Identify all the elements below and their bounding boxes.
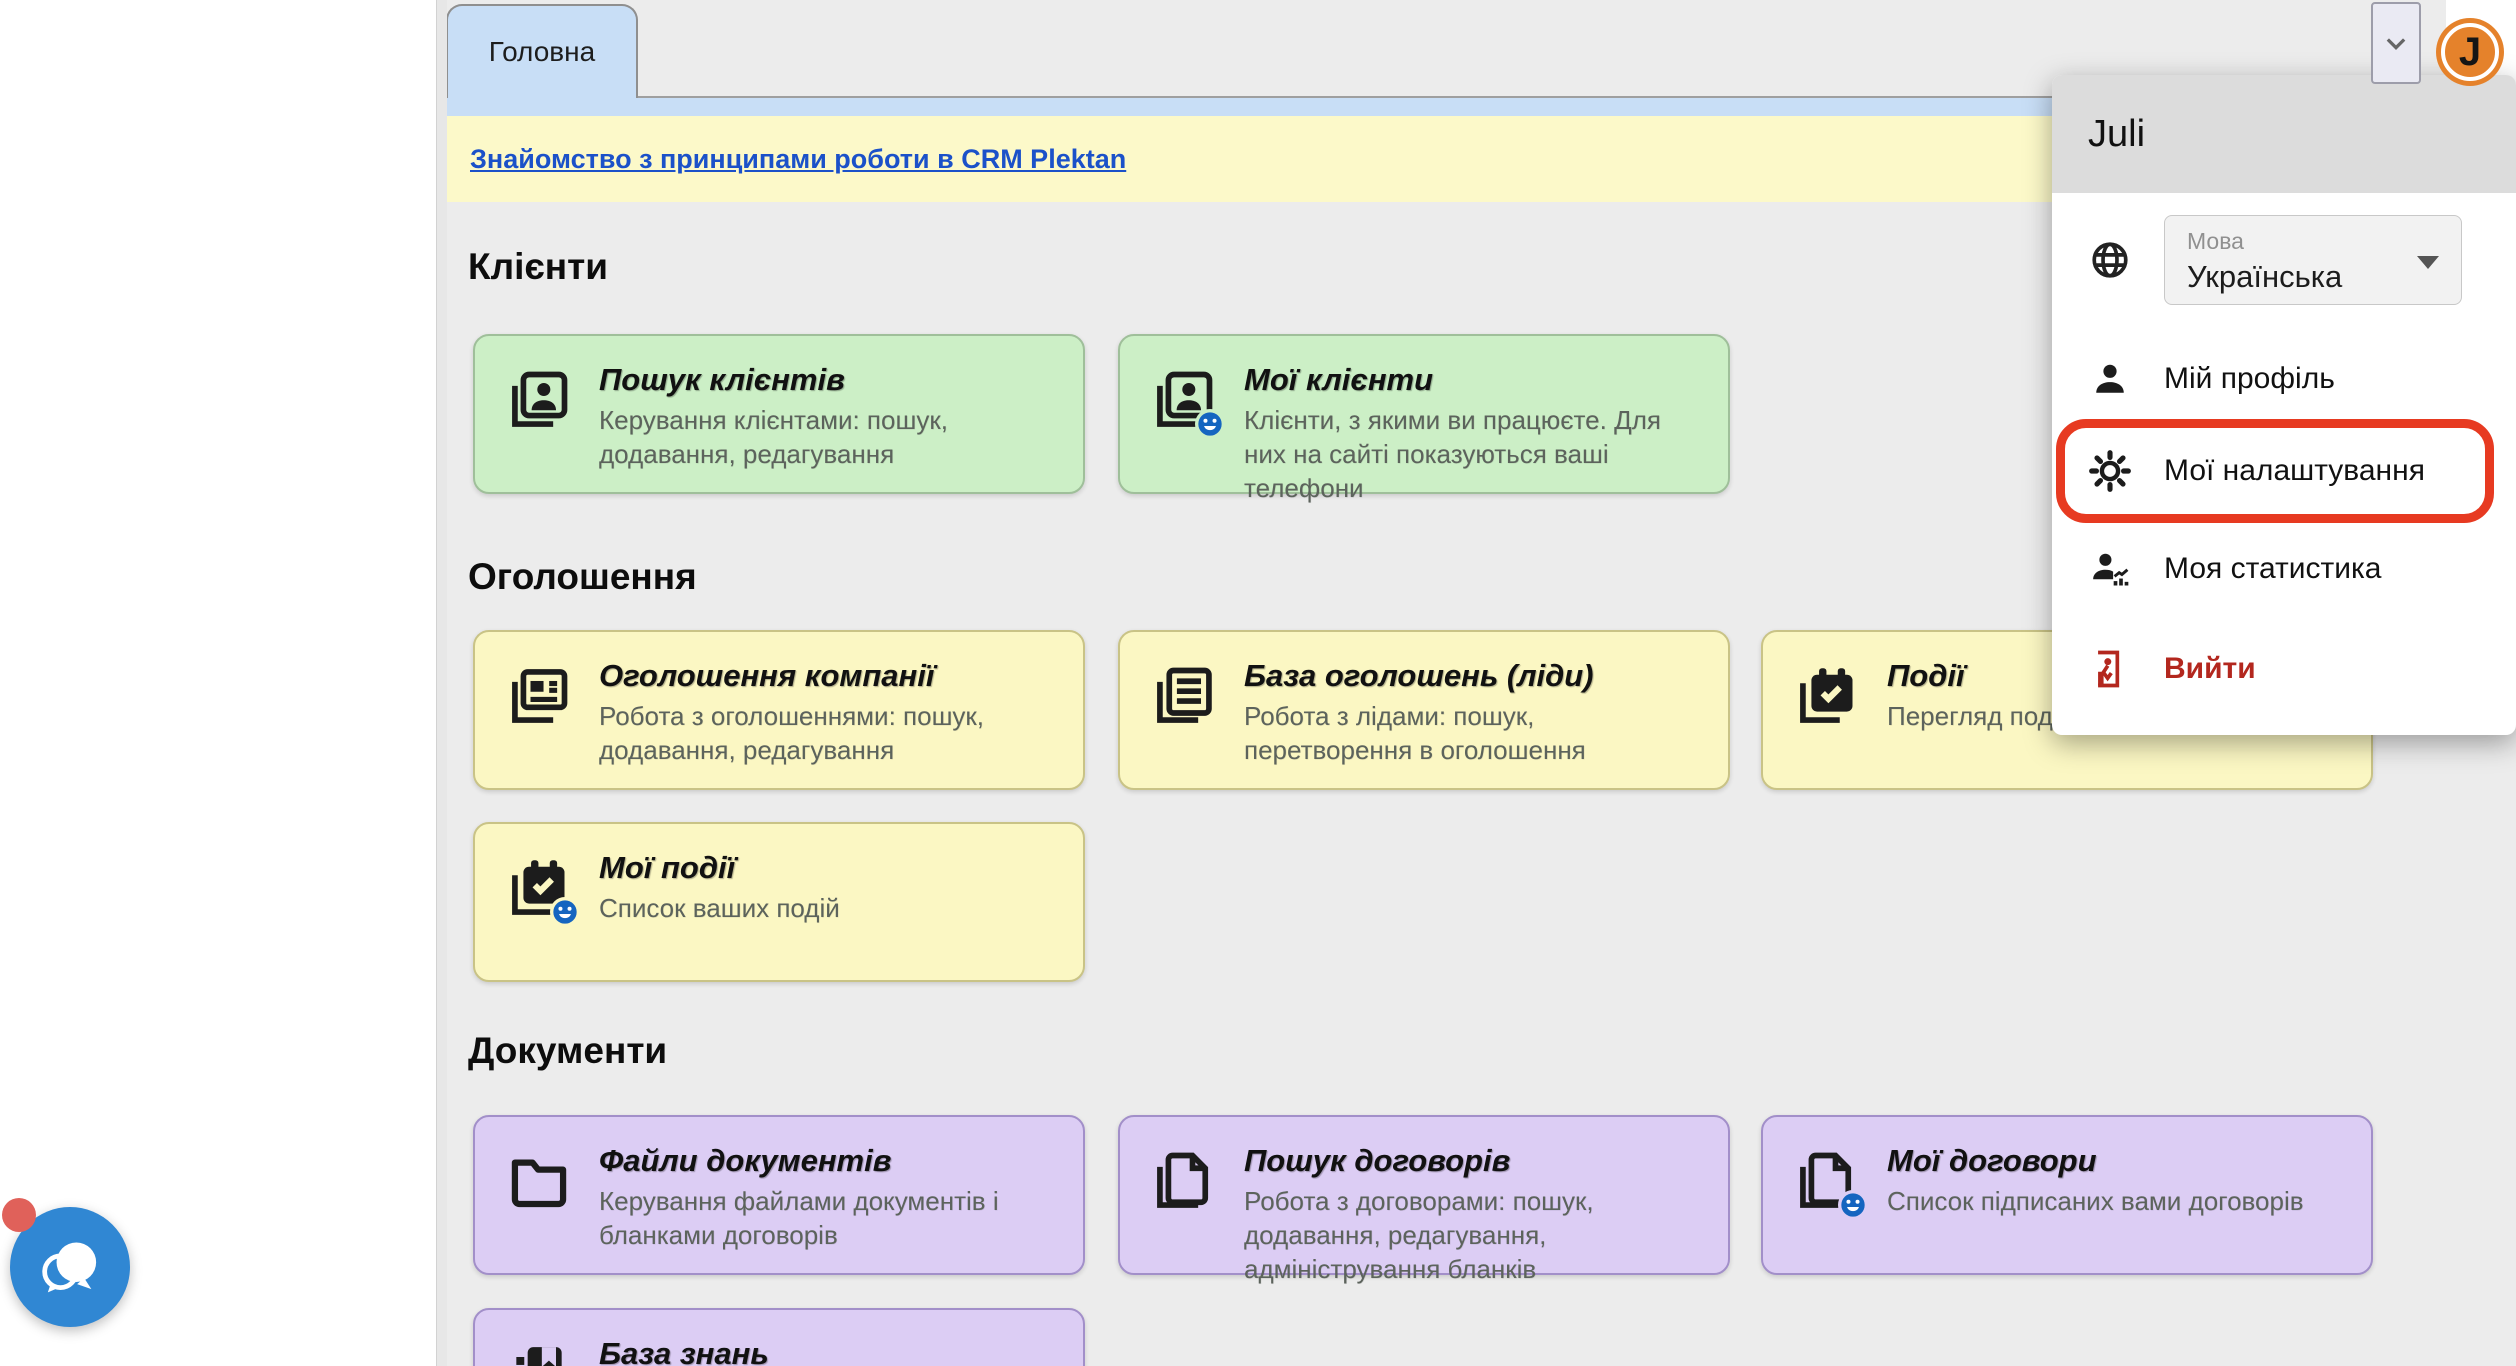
card-title: Мої події: [599, 850, 736, 885]
tab-home-label: Головна: [488, 36, 596, 67]
menu-item-label: Вийти: [2164, 652, 2256, 685]
language-row: Мова Українська: [2088, 215, 2462, 305]
card-my-events[interactable]: Мої події Список ваших подій: [473, 822, 1085, 982]
menu-item-label: Моя статистика: [2164, 552, 2382, 585]
card-desc: Робота з договорами: пошук, додавання, р…: [1244, 1186, 1594, 1284]
sidebar-divider: [436, 0, 447, 1366]
menu-item-label: Мій профіль: [2164, 362, 2335, 395]
card-title: Пошук договорів: [1244, 1143, 1511, 1178]
card-my-clients[interactable]: Мої клієнти Клієнти, з якими ви працюєте…: [1118, 334, 1730, 503]
user-menu: Juli Мова Українська Мій профіль: [2052, 75, 2516, 735]
knowledge-book-icon: [505, 1340, 573, 1366]
card-desc: Список підписаних вами договорів: [1887, 1186, 2304, 1216]
card-my-contracts[interactable]: Мої договори Список підписаних вами дого…: [1761, 1115, 2373, 1275]
card-desc: Робота з оголошеннями: пошук, додавання,…: [599, 701, 985, 765]
contract-icon: [1150, 1147, 1218, 1215]
leads-list-icon: [1150, 662, 1218, 730]
card-document-files[interactable]: Файли документів Керування файлами докум…: [473, 1115, 1085, 1275]
folder-icon: [505, 1147, 573, 1215]
contacts-icon: [505, 366, 573, 434]
intro-link[interactable]: Знайомство з принципами роботи в CRM Ple…: [470, 143, 1127, 174]
card-desc: Клієнти, з якими ви працюєте. Для них на…: [1244, 405, 1661, 503]
language-select-value: Українська: [2187, 259, 2343, 294]
tab-bar: [446, 0, 2516, 98]
active-tab-strip: [446, 98, 2516, 116]
user-name: Juli: [2088, 112, 2146, 155]
section-title-documents: Документи: [468, 1030, 668, 1071]
avatar[interactable]: J: [2436, 18, 2504, 86]
card-title: Оголошення компанії: [599, 658, 935, 693]
card-title: Мої договори: [1887, 1143, 2097, 1178]
card-title: Файли документів: [599, 1143, 892, 1178]
smiley-badge-icon: [1838, 1190, 1868, 1220]
chevron-down-icon: [2386, 38, 2406, 50]
menu-item-settings[interactable]: Мої налаштування: [2088, 447, 2425, 495]
contract-smile-icon: [1793, 1147, 1868, 1220]
avatar-ring: J: [2441, 23, 2499, 81]
card-title: Мої клієнти: [1244, 362, 1434, 397]
chat-notification-dot: [2, 1198, 36, 1232]
card-knowledge-base[interactable]: База знань: [473, 1308, 1085, 1366]
language-select[interactable]: Мова Українська: [2164, 215, 2462, 305]
card-title: Пошук клієнтів: [599, 362, 845, 397]
tab-home[interactable]: Головна: [446, 4, 638, 98]
card-desc: Керування файлами документів і бланками …: [599, 1186, 999, 1250]
language-select-label: Мова: [2187, 228, 2244, 254]
card-contract-search[interactable]: Пошук договорів Робота з договорами: пош…: [1118, 1115, 1730, 1284]
person-icon: [2096, 364, 2124, 393]
calendar-smile-icon: [505, 854, 580, 927]
menu-item-statistics[interactable]: Моя статистика: [2088, 545, 2382, 593]
section-title-clients: Клієнти: [468, 246, 609, 287]
sidebar: [0, 0, 436, 1366]
avatar-initial: J: [2458, 29, 2482, 74]
card-desc: Робота з лідами: пошук, перетворення в о…: [1244, 701, 1586, 765]
smiley-badge-icon: [1195, 409, 1225, 439]
contacts-smile-icon: [1150, 366, 1225, 439]
chat-bubbles-icon: [42, 1242, 97, 1293]
section-title-ads: Оголошення: [468, 556, 697, 597]
card-client-search[interactable]: Пошук клієнтів Керування клієнтами: пошу…: [473, 334, 1085, 494]
dropdown-caret-icon: [2417, 256, 2439, 269]
user-menu-header: Juli: [2052, 75, 2516, 193]
card-desc: Список ваших подій: [599, 893, 840, 923]
card-company-ads[interactable]: Оголошення компанії Робота з оголошенням…: [473, 630, 1085, 790]
globe-icon: [2092, 242, 2128, 278]
gear-icon: [2089, 450, 2131, 492]
newspaper-icon: [505, 662, 573, 730]
exit-door-icon: [2098, 650, 2120, 688]
card-desc: Керування клієнтами: пошук, додавання, р…: [599, 405, 948, 469]
card-title: Події: [1887, 658, 1965, 693]
card-title: База знань: [599, 1336, 769, 1366]
person-stats-icon: [2093, 553, 2129, 586]
card-title: База оголошень (ліди): [1244, 658, 1594, 693]
smiley-badge-icon: [550, 897, 580, 927]
card-leads-base[interactable]: База оголошень (ліди) Робота з лідами: п…: [1118, 630, 1730, 790]
menu-item-logout[interactable]: Вийти: [2088, 645, 2256, 693]
calendar-check-icon: [1793, 662, 1861, 730]
menu-item-profile[interactable]: Мій профіль: [2088, 355, 2335, 403]
menu-item-label: Мої налаштування: [2164, 454, 2425, 487]
user-menu-toggle[interactable]: [2371, 2, 2421, 84]
